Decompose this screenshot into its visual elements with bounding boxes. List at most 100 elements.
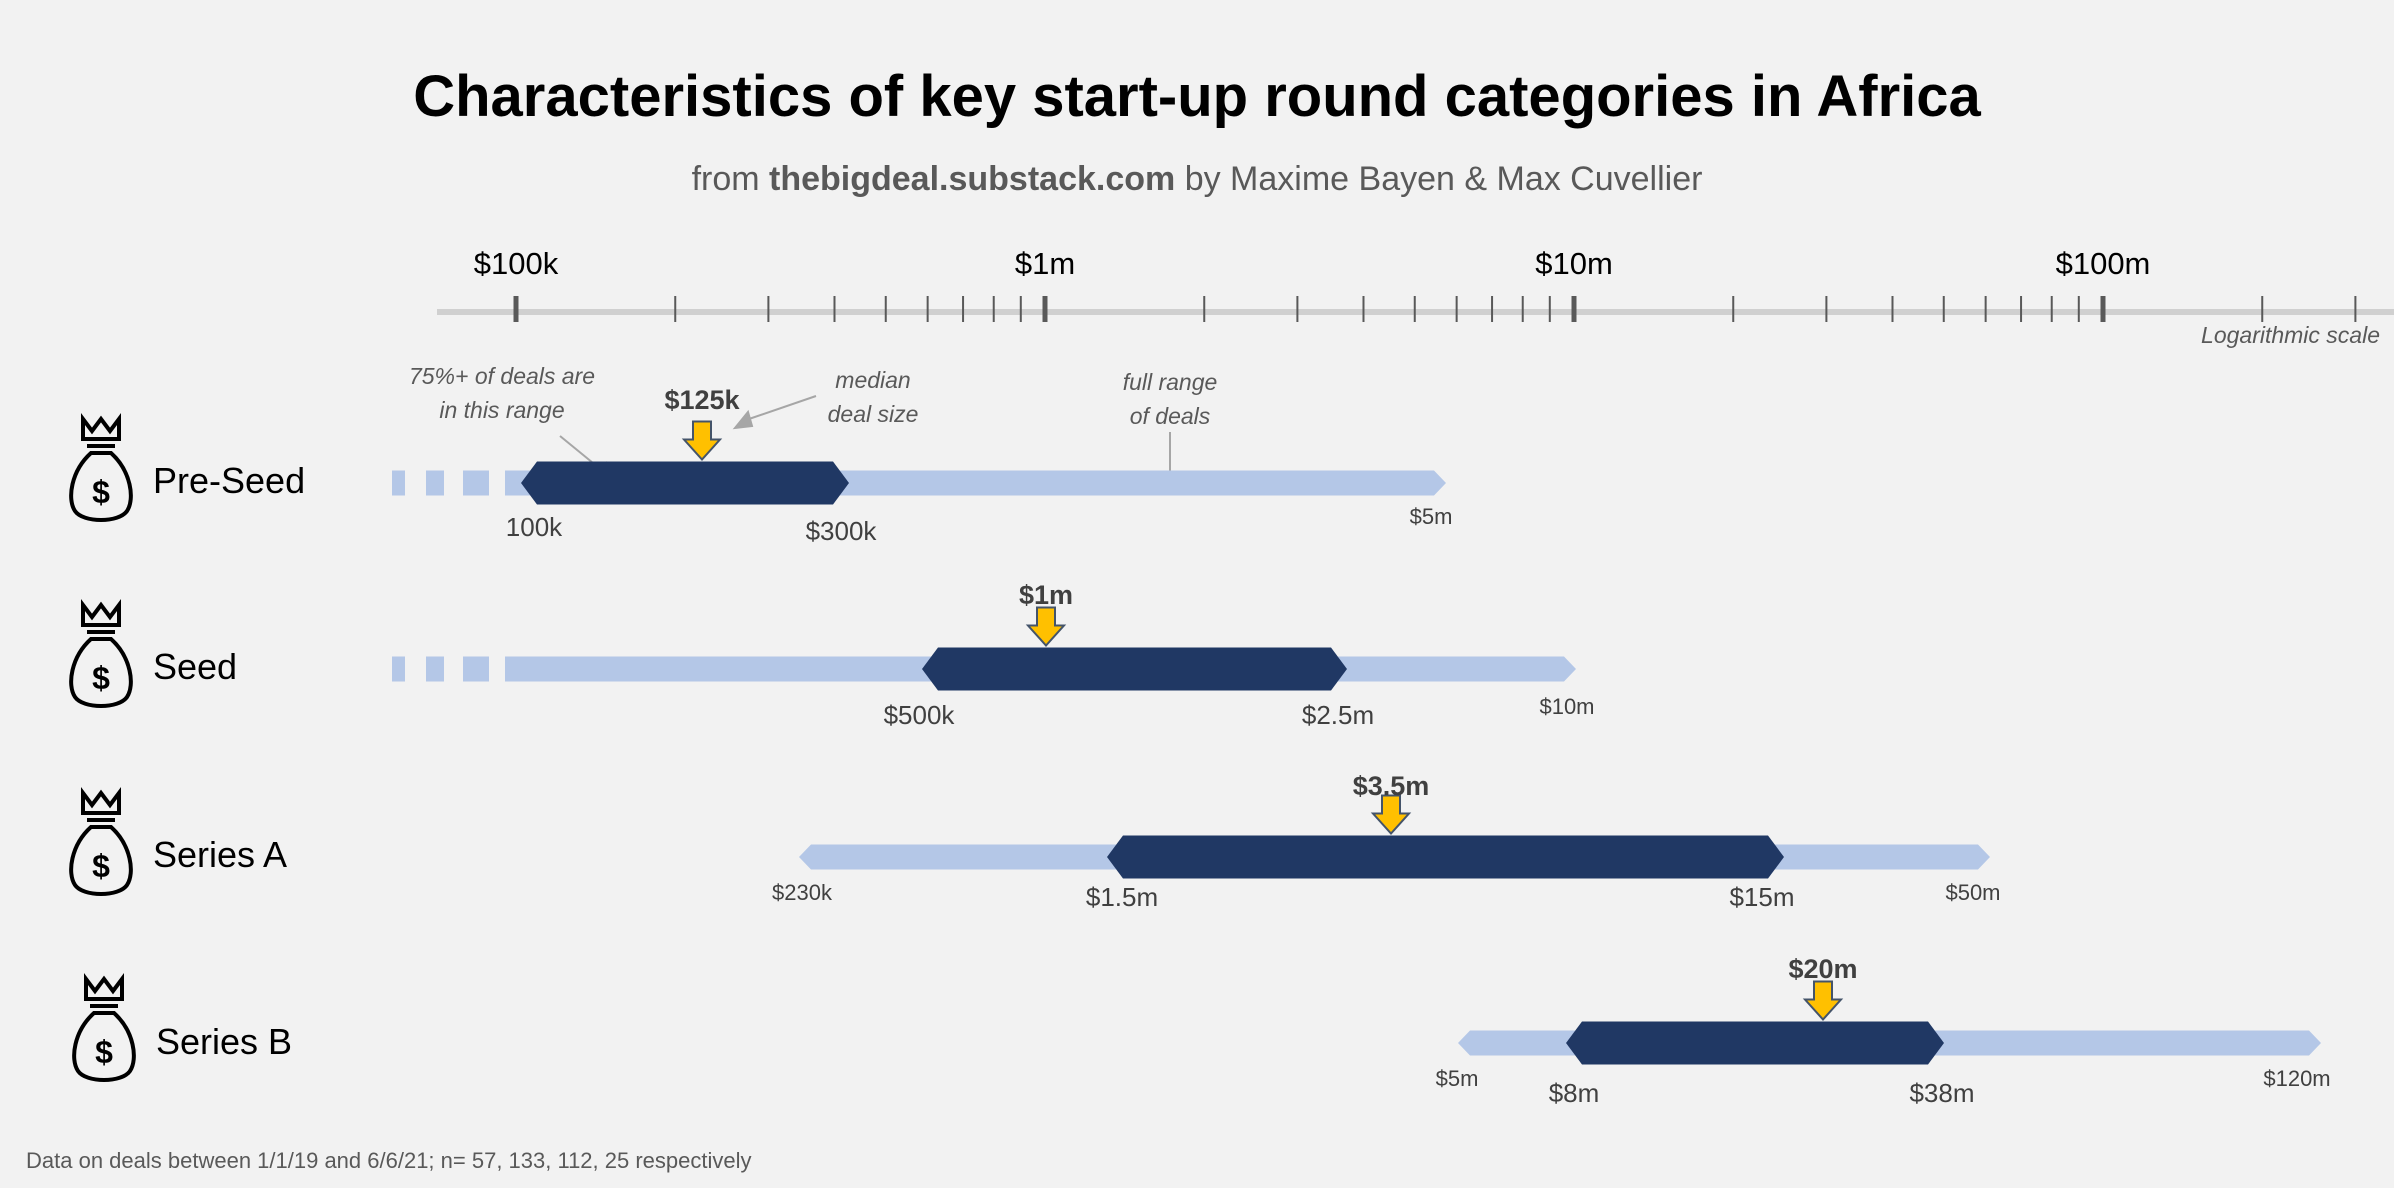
median-label: $125k (664, 385, 740, 415)
minor-tick (1296, 296, 1299, 322)
svg-text:$: $ (95, 1034, 113, 1070)
minor-tick (1521, 296, 1524, 322)
minor-tick (2020, 296, 2023, 322)
minor-tick (962, 296, 965, 322)
arrow-head-icon (732, 409, 754, 430)
annotation-median-line1: median (835, 367, 910, 393)
minor-tick (2050, 296, 2053, 322)
open-range-dash (426, 656, 444, 682)
minor-tick (2077, 296, 2080, 322)
open-range-dash (392, 470, 405, 496)
log-axis: $100k $1m $10m $100m (437, 246, 2394, 322)
money-bag-icon: $ (69, 787, 133, 896)
minor-tick (674, 296, 677, 322)
minor-tick (1491, 296, 1494, 322)
core-max-label: $15m (1729, 882, 1794, 912)
round-name: Seed (153, 646, 237, 687)
core-range-bar (1107, 835, 1784, 879)
core-min-label: $1.5m (1086, 882, 1158, 912)
annotation-full-range-line1: full range (1123, 369, 1218, 395)
svg-text:$: $ (92, 848, 110, 884)
core-max-label: $2.5m (1302, 700, 1374, 730)
annotation-core-range-line1: 75%+ of deals are (409, 363, 595, 389)
major-tick (2100, 296, 2106, 322)
minor-tick (1362, 296, 1365, 322)
money-bag-icon: $ (72, 973, 136, 1082)
major-tick (1042, 296, 1048, 322)
axis-tick-label: $100k (474, 246, 559, 281)
minor-tick (884, 296, 887, 322)
footnote: Data on deals between 1/1/19 and 6/6/21;… (26, 1148, 752, 1173)
core-max-label: $300k (806, 516, 878, 546)
minor-tick (1942, 296, 1945, 322)
full-max-label: $10m (1539, 694, 1594, 719)
round-row-series-a: $ Series A $3.5m $1.5m $15m $50m $230k (69, 771, 2001, 912)
subtitle-source: thebigdeal.substack.com (769, 160, 1175, 198)
full-min-label: $230k (772, 880, 833, 905)
median-label: $3.5m (1353, 771, 1430, 801)
full-max-label: $120m (2263, 1066, 2330, 1091)
chart-title: Characteristics of key start-up round ca… (413, 64, 1981, 129)
axis-tick-label: $10m (1535, 246, 1613, 281)
open-range-dash (463, 470, 489, 496)
median-arrow-icon (1025, 606, 1067, 647)
round-row-seed: $ Seed $1m $500k $2.5m $10m (69, 580, 1595, 730)
median-arrow-icon (681, 420, 723, 461)
full-max-label: $5m (1410, 504, 1453, 529)
full-min-label: $5m (1436, 1066, 1479, 1091)
minor-tick (2261, 296, 2264, 322)
median-arrow-icon (1802, 980, 1844, 1021)
core-range-bar (922, 647, 1347, 691)
major-tick (513, 296, 519, 322)
core-min-label: 100k (506, 512, 563, 542)
minor-tick (2354, 296, 2357, 322)
svg-text:$: $ (92, 474, 110, 510)
round-row-pre-seed: $ Pre-Seed $125k 100k $300k $5m (69, 385, 1453, 546)
full-max-label: $50m (1945, 880, 2000, 905)
minor-tick (1455, 296, 1458, 322)
round-name: Series A (153, 834, 287, 875)
core-max-label: $38m (1909, 1078, 1974, 1108)
minor-tick (1019, 296, 1022, 322)
minor-tick (833, 296, 836, 322)
core-range-bar (521, 461, 849, 505)
core-min-label: $500k (884, 700, 956, 730)
annotation-arrow-median (745, 395, 817, 421)
minor-tick (1984, 296, 1987, 322)
chart-subtitle: from thebigdeal.substack.com by Maxime B… (692, 160, 1703, 198)
subtitle-prefix: from (692, 160, 769, 198)
core-range-bar (1566, 1021, 1944, 1065)
minor-tick (1891, 296, 1894, 322)
annotations: 75%+ of deals are in this range median d… (409, 363, 1218, 493)
open-range-dash (426, 470, 444, 496)
minor-tick (1825, 296, 1828, 322)
median-label: $1m (1019, 580, 1073, 610)
svg-text:$: $ (92, 660, 110, 696)
minor-tick (992, 296, 995, 322)
subtitle-authors: by Maxime Bayen & Max Cuvellier (1175, 160, 1702, 198)
minor-tick (926, 296, 929, 322)
log-scale-note: Logarithmic scale (2201, 322, 2380, 348)
open-range-dash (392, 656, 405, 682)
axis-tick-label: $1m (1015, 246, 1075, 281)
minor-tick (1548, 296, 1551, 322)
core-min-label: $8m (1549, 1078, 1600, 1108)
major-tick (1571, 296, 1577, 322)
money-bag-icon: $ (69, 599, 133, 708)
median-arrow-icon (1370, 794, 1412, 835)
minor-tick (1203, 296, 1206, 322)
minor-tick (1732, 296, 1735, 322)
median-label: $20m (1788, 954, 1857, 984)
minor-tick (1413, 296, 1416, 322)
annotation-median-line2: deal size (828, 401, 919, 427)
round-name: Pre-Seed (153, 460, 305, 501)
money-bag-icon: $ (69, 413, 133, 522)
annotation-full-range-line2: of deals (1130, 403, 1211, 429)
annotation-core-range-line2: in this range (439, 397, 564, 423)
round-row-series-b: $ Series B $20m $8m $38m $120m $5m (72, 954, 2331, 1108)
round-name: Series B (156, 1021, 292, 1062)
axis-tick-label: $100m (2056, 246, 2151, 281)
open-range-dash (463, 656, 489, 682)
minor-tick (767, 296, 770, 322)
